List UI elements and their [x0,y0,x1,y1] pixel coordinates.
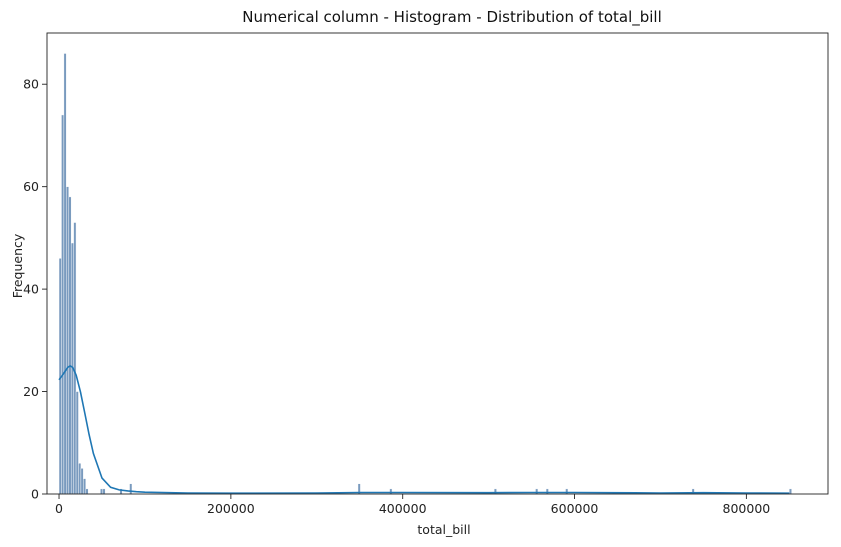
histogram-bar [83,478,86,495]
x-tick-label: 800000 [723,501,771,516]
kde-curve [58,364,790,495]
y-tick-label: 60 [23,179,39,194]
histogram-bar [102,488,106,495]
histogram-bar [85,488,89,495]
y-tick-label: 0 [31,487,39,502]
histogram-bars [58,53,792,495]
y-tick-label: 20 [23,384,39,399]
y-axis-title: Frequency [10,233,25,298]
histogram-bar [73,222,77,495]
histogram-bar [129,483,133,495]
histogram-bar [66,186,69,495]
y-axis-ticks: 0 20 40 60 80 [23,77,47,502]
histogram-bar [100,488,103,495]
x-tick-label: 200000 [207,501,255,516]
y-tick-label: 40 [23,282,39,297]
histogram-bar [789,488,792,495]
histogram-bar [78,463,82,495]
plot-frame [46,32,829,495]
x-axis-title: total_bill [417,522,470,537]
chart-title: Numerical column - Histogram - Distribut… [242,8,662,27]
histogram-bar [68,196,72,495]
y-tick-label: 80 [23,77,39,92]
histogram-bar [61,114,65,495]
histogram-bar [80,468,84,495]
x-tick-label: 600000 [551,501,599,516]
x-tick-label: 0 [55,501,63,516]
histogram-bar [75,391,79,495]
histogram-bar [63,53,67,495]
x-tick-label: 400000 [379,501,427,516]
x-axis-ticks: 0 200000 400000 600000 800000 [55,494,770,516]
